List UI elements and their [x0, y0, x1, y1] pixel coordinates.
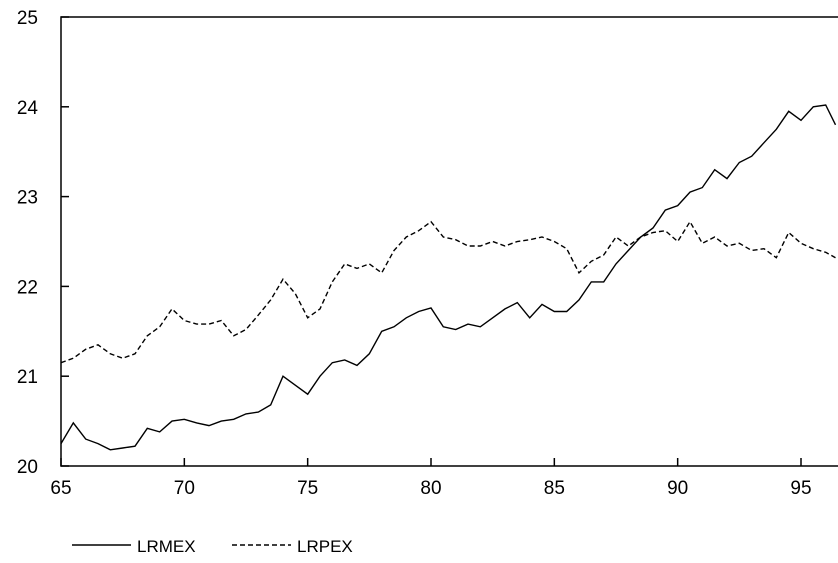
- x-tick-label: 65: [50, 478, 71, 499]
- x-tick-label: 90: [667, 478, 688, 499]
- y-tick-label: 22: [17, 277, 38, 298]
- y-tick-label: 25: [17, 8, 38, 29]
- y-tick-label: 23: [17, 188, 38, 209]
- x-tick-label: 85: [544, 478, 565, 499]
- series-line-lrpex: [60, 220, 836, 364]
- y-axis: 20 21 22 23 24 25: [17, 8, 69, 478]
- plot-frame: [60, 16, 838, 467]
- x-axis: 65 70 75 80 85 90 95: [50, 458, 812, 499]
- x-tick-label: 80: [420, 478, 441, 499]
- legend-label-lrmex: LRMEX: [137, 537, 196, 556]
- series-lines: [60, 104, 837, 451]
- x-tick-label: 95: [790, 478, 811, 499]
- x-tick-label: 70: [174, 478, 195, 499]
- y-tick-label: 20: [17, 457, 38, 478]
- legend: LRMEX LRPEX: [72, 537, 353, 556]
- y-tick-label: 21: [17, 367, 38, 388]
- series-line-lrmex: [60, 104, 837, 451]
- x-tick-label: 75: [297, 478, 318, 499]
- y-tick-label: 24: [17, 98, 39, 119]
- legend-label-lrpex: LRPEX: [297, 537, 353, 556]
- plot-area: [60, 16, 838, 467]
